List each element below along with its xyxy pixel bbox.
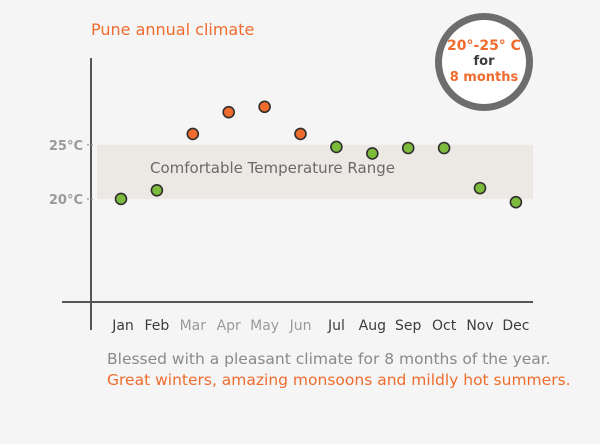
- x-tick-label-jan: Jan: [111, 318, 134, 334]
- data-point-feb: [150, 184, 164, 197]
- data-point-jun: [294, 127, 307, 141]
- x-tick-label-apr: Apr: [217, 318, 241, 334]
- data-point-aug: [365, 147, 379, 160]
- caption-line-2: Great winters, amazing monsoons and mild…: [107, 371, 571, 389]
- x-tick-label-oct: Oct: [432, 318, 457, 334]
- x-tick-label-aug: Aug: [359, 318, 386, 334]
- x-tick-label-dec: Dec: [502, 318, 529, 334]
- x-tick-labels: Jan Feb Mar Apr May Jun Jul Aug Sep Oct Nov Dec: [111, 318, 529, 334]
- data-point-mar: [186, 127, 200, 141]
- y-tick-group: 25°C 20°C: [49, 139, 95, 208]
- comfort-band: [97, 144, 533, 199]
- x-tick-label-mar: Mar: [180, 318, 207, 334]
- y-tick-label: 20°C: [49, 193, 83, 208]
- caption: Blessed with a pleasant climate for 8 mo…: [107, 349, 577, 391]
- chart-title: Pune annual climate: [91, 20, 255, 39]
- x-tick-label-may: May: [250, 318, 279, 334]
- x-tick-label-nov: Nov: [466, 318, 493, 334]
- data-point-apr: [222, 105, 235, 119]
- x-tick-label-jul: Jul: [327, 318, 345, 334]
- x-tick-label-sep: Sep: [395, 318, 422, 334]
- caption-line-1: Blessed with a pleasant climate for 8 mo…: [107, 350, 551, 368]
- comfort-months-badge: 20°-25° C for 8 months: [435, 13, 533, 111]
- badge-range-text: 20°-25° C: [447, 38, 521, 54]
- data-point-may: [258, 100, 271, 114]
- data-point-jul: [330, 140, 343, 154]
- badge-for-text: for: [473, 54, 495, 69]
- comfort-band-label: Comfortable Temperature Range: [150, 159, 395, 177]
- x-tick-label-feb: Feb: [145, 318, 170, 334]
- y-tick-label: 25°C: [49, 139, 83, 154]
- data-point-nov: [473, 181, 487, 195]
- data-point-sep: [401, 141, 415, 155]
- data-point-jan: [114, 192, 128, 206]
- x-tick-label-jun: Jun: [289, 318, 312, 334]
- data-point-dec: [509, 195, 523, 209]
- data-point-oct: [437, 141, 451, 155]
- data-points: [114, 100, 523, 209]
- badge-months-text: 8 months: [449, 70, 519, 85]
